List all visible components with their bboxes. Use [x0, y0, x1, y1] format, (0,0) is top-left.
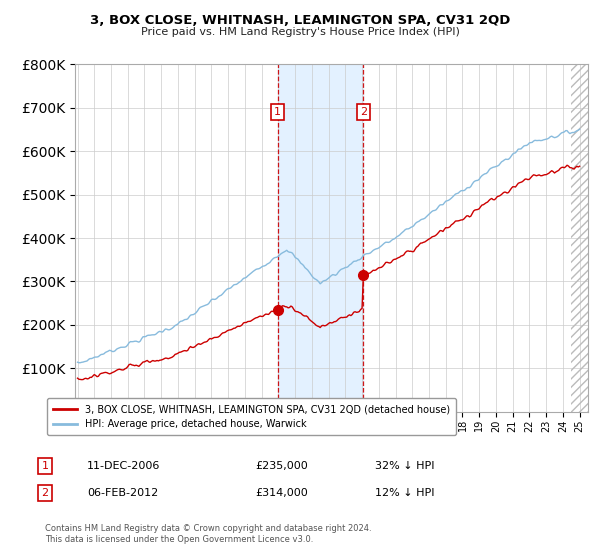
Text: Price paid vs. HM Land Registry's House Price Index (HPI): Price paid vs. HM Land Registry's House … — [140, 27, 460, 37]
Text: £235,000: £235,000 — [255, 461, 308, 471]
Bar — [571, 21, 600, 412]
Legend: 3, BOX CLOSE, WHITNASH, LEAMINGTON SPA, CV31 2QD (detached house), HPI: Average : 3, BOX CLOSE, WHITNASH, LEAMINGTON SPA, … — [47, 398, 456, 435]
Text: 1: 1 — [41, 461, 49, 471]
Text: 06-FEB-2012: 06-FEB-2012 — [87, 488, 158, 498]
Text: 3, BOX CLOSE, WHITNASH, LEAMINGTON SPA, CV31 2QD: 3, BOX CLOSE, WHITNASH, LEAMINGTON SPA, … — [90, 14, 510, 27]
Text: Contains HM Land Registry data © Crown copyright and database right 2024.: Contains HM Land Registry data © Crown c… — [45, 524, 371, 533]
Text: 2: 2 — [41, 488, 49, 498]
Text: 1: 1 — [274, 107, 281, 117]
Text: 11-DEC-2006: 11-DEC-2006 — [87, 461, 160, 471]
Bar — [278, 64, 364, 412]
Text: 12% ↓ HPI: 12% ↓ HPI — [375, 488, 434, 498]
Text: This data is licensed under the Open Government Licence v3.0.: This data is licensed under the Open Gov… — [45, 535, 313, 544]
Text: 32% ↓ HPI: 32% ↓ HPI — [375, 461, 434, 471]
Text: £314,000: £314,000 — [255, 488, 308, 498]
Text: 2: 2 — [360, 107, 367, 117]
